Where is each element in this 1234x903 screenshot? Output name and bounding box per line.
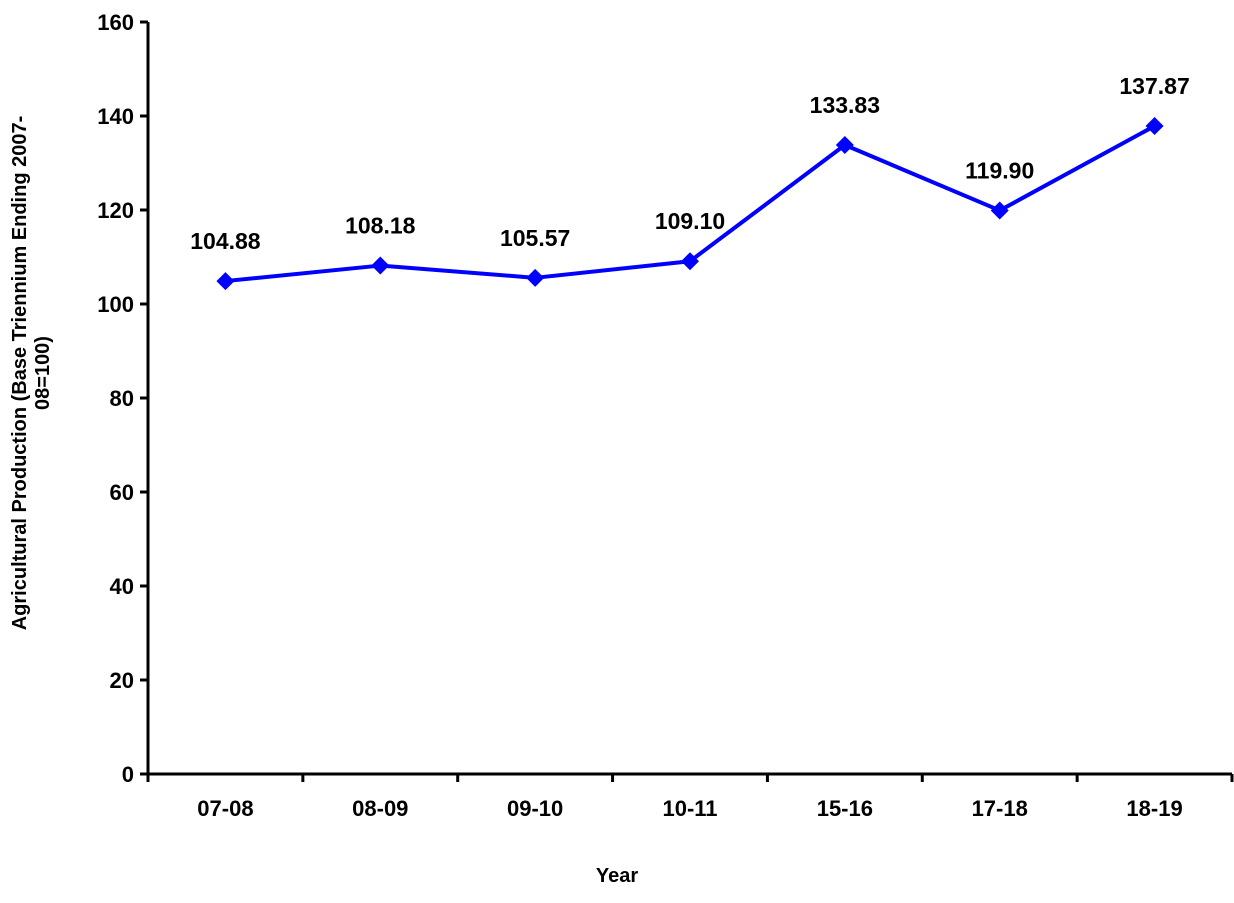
y-tick-label: 140	[97, 104, 134, 129]
data-point-marker	[990, 201, 1009, 220]
x-tick-label: 18-19	[1126, 796, 1182, 821]
y-tick-label: 120	[97, 198, 134, 223]
data-point-marker	[371, 256, 390, 275]
y-tick-label: 40	[110, 574, 134, 599]
x-tick-label: 10-11	[662, 796, 717, 821]
y-tick-label: 0	[122, 762, 134, 787]
data-point-marker	[835, 135, 854, 154]
y-axis-title-line-1: Agricultural Production (Base Triennium …	[9, 116, 31, 631]
data-point-marker	[1145, 117, 1164, 136]
x-ticks: 07-08 08-09 09-10 10-11 15-16 17-18 18-19	[146, 774, 1234, 821]
data-point-marker	[526, 268, 545, 287]
data-label: 133.83	[810, 92, 880, 118]
data-point-marker	[216, 272, 235, 291]
x-tick-label: 09-10	[507, 796, 563, 821]
data-label: 119.90	[965, 157, 1034, 183]
x-tick-label: 07-08	[197, 796, 253, 821]
data-label: 109.10	[655, 208, 725, 234]
x-axis-title: Year	[596, 865, 638, 887]
data-point-marker	[681, 252, 699, 271]
y-axis-title-line-2: 08=100)	[32, 336, 54, 410]
x-tick-label: 17-18	[972, 796, 1028, 821]
y-ticks: 0 20 40 60 80 100 120 140 160	[97, 10, 148, 787]
data-label: 137.87	[1119, 73, 1189, 99]
axes	[146, 22, 1232, 776]
y-tick-label: 60	[110, 480, 134, 505]
y-tick-label: 20	[110, 668, 134, 693]
x-tick-label: 08-09	[352, 796, 408, 821]
data-label: 104.88	[190, 228, 261, 254]
y-tick-label: 80	[110, 386, 134, 411]
data-label: 108.18	[345, 213, 416, 239]
y-tick-label: 160	[97, 10, 134, 35]
y-tick-label: 100	[97, 292, 134, 317]
data-label: 105.57	[500, 225, 570, 251]
series-group: 104.88 108.18 105.57 109.10 133.83 119.90 137.…	[190, 73, 1190, 291]
x-tick-label: 15-16	[817, 796, 873, 821]
